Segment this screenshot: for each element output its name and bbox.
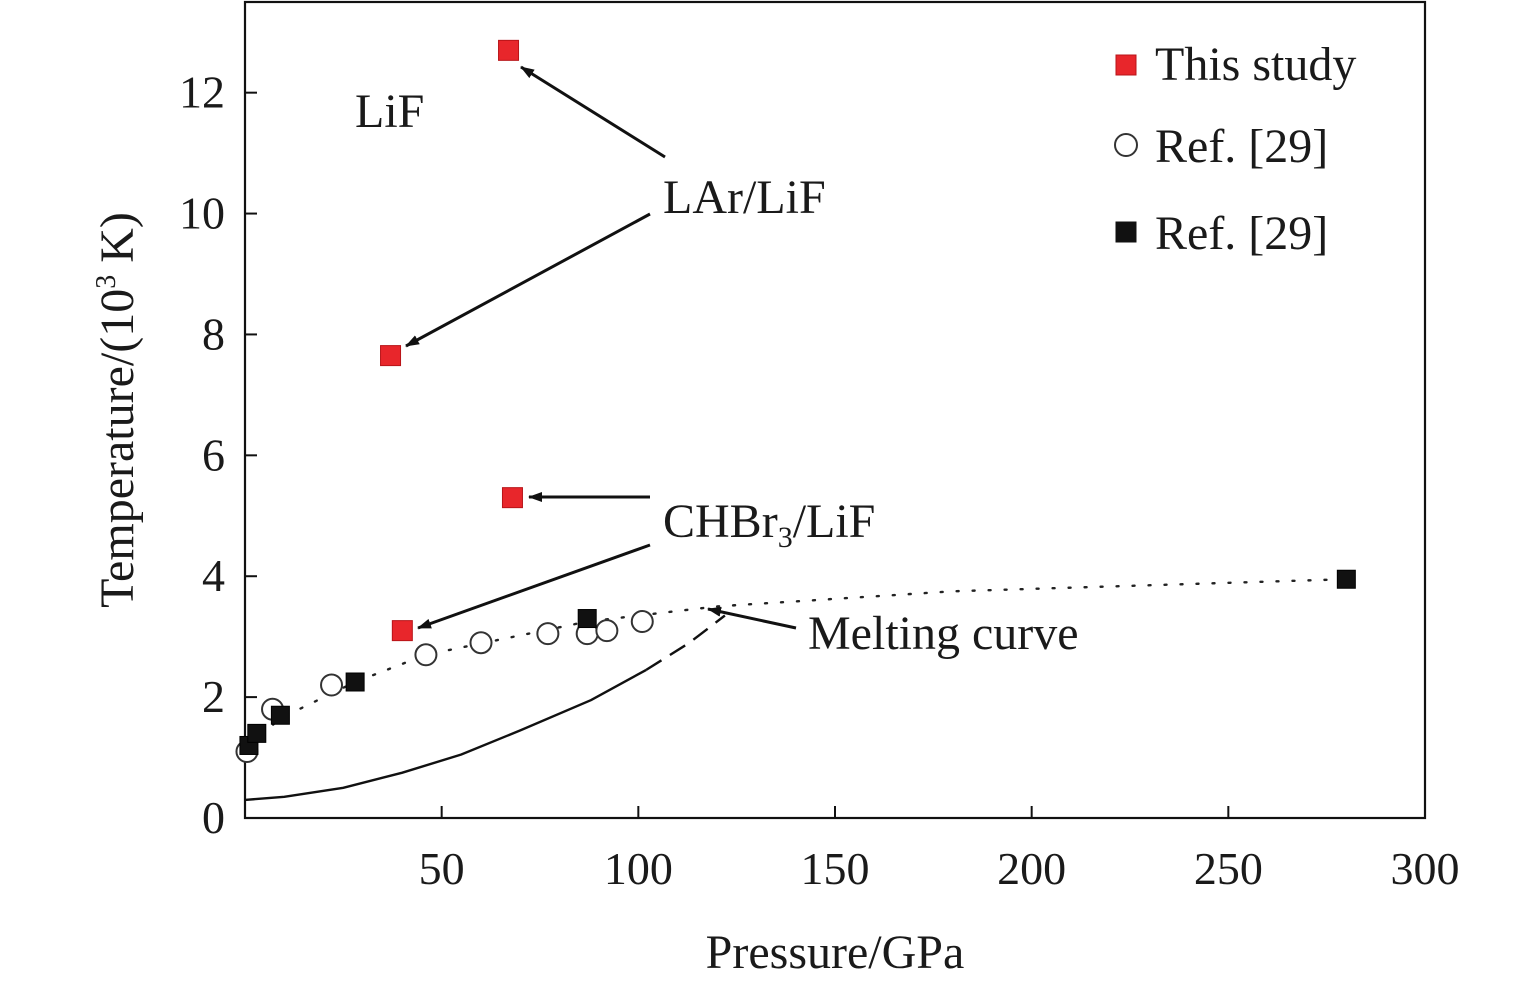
annotation-melting: Melting curve bbox=[808, 607, 1079, 660]
data-point-ref-open bbox=[536, 622, 560, 646]
y-tick-label: 6 bbox=[202, 429, 225, 480]
legend-label-this-study: This study bbox=[1155, 38, 1356, 91]
annotation-lif: LiF bbox=[355, 85, 424, 138]
data-points bbox=[235, 39, 1356, 764]
annotations: LiF LAr/LiF CHBr3/LiF Melting curve bbox=[355, 65, 1079, 660]
y-tick-label: 2 bbox=[202, 671, 225, 722]
melting-curve-dashed bbox=[645, 614, 726, 671]
data-point-ref-open bbox=[414, 643, 438, 667]
arrow-melting bbox=[707, 606, 797, 630]
x-tick-label: 150 bbox=[801, 843, 870, 894]
arrow-lar-bottom bbox=[405, 212, 651, 348]
data-point-ref-filled bbox=[270, 705, 290, 725]
x-axis-title: Pressure/GPa bbox=[706, 926, 965, 979]
x-tick-label: 100 bbox=[604, 843, 673, 894]
annotation-chbr: CHBr3/LiF bbox=[663, 495, 875, 554]
y-axis-title: Temperature/(103 K) bbox=[91, 212, 144, 608]
legend: This study Ref. [29] Ref. [29] bbox=[1114, 38, 1356, 260]
legend-marker-this-study bbox=[1115, 54, 1137, 76]
legend-label-ref-filled: Ref. [29] bbox=[1155, 207, 1328, 260]
arrow-chbr-bottom bbox=[417, 543, 651, 630]
legend-label-ref-open: Ref. [29] bbox=[1155, 120, 1328, 173]
data-point-ref-filled bbox=[345, 672, 365, 692]
y-axis-title-sup: 3 bbox=[91, 275, 122, 289]
data-point-ref-open bbox=[320, 673, 344, 697]
data-point-ref-filled bbox=[577, 609, 597, 629]
arrow-lar-top bbox=[520, 65, 666, 159]
annotation-lar: LAr/LiF bbox=[663, 171, 826, 224]
y-tick-label: 10 bbox=[179, 188, 225, 239]
data-point-ref-open bbox=[630, 610, 654, 634]
data-point-this-study bbox=[498, 39, 520, 61]
data-point-ref-open bbox=[469, 631, 493, 655]
data-point-ref-filled bbox=[247, 723, 267, 743]
x-tick-label: 50 bbox=[419, 843, 465, 894]
fit-curve-dotted bbox=[247, 578, 1348, 747]
x-tick-label: 200 bbox=[997, 843, 1066, 894]
y-tick-label: 8 bbox=[202, 308, 225, 359]
y-tick-label: 0 bbox=[202, 792, 225, 843]
x-axis-ticks: 50 100 150 200 250 300 bbox=[419, 806, 1460, 894]
y-tick-label: 12 bbox=[179, 67, 225, 118]
x-tick-label: 300 bbox=[1391, 843, 1460, 894]
x-tick-label: 250 bbox=[1194, 843, 1263, 894]
data-point-ref-open bbox=[595, 619, 619, 643]
annotation-chbr-rest: /LiF bbox=[793, 495, 876, 548]
data-point-this-study bbox=[501, 487, 523, 509]
annotation-chbr-sub: 3 bbox=[778, 521, 793, 554]
y-axis-ticks: 0 2 4 6 8 10 12 bbox=[179, 67, 257, 843]
data-point-this-study bbox=[380, 345, 402, 367]
legend-marker-ref-filled bbox=[1115, 221, 1137, 243]
y-axis-title-prefix: Temperature/(10 bbox=[91, 289, 144, 608]
data-point-this-study bbox=[391, 620, 413, 642]
curves bbox=[244, 578, 1348, 802]
melting-curve-solid bbox=[244, 668, 647, 802]
data-point-ref-filled bbox=[1336, 569, 1356, 589]
y-tick-label: 4 bbox=[202, 550, 225, 601]
legend-marker-ref-open bbox=[1114, 133, 1138, 157]
y-axis-title-suffix: K) bbox=[91, 212, 144, 275]
annotation-chbr-base: CHBr bbox=[663, 495, 778, 548]
